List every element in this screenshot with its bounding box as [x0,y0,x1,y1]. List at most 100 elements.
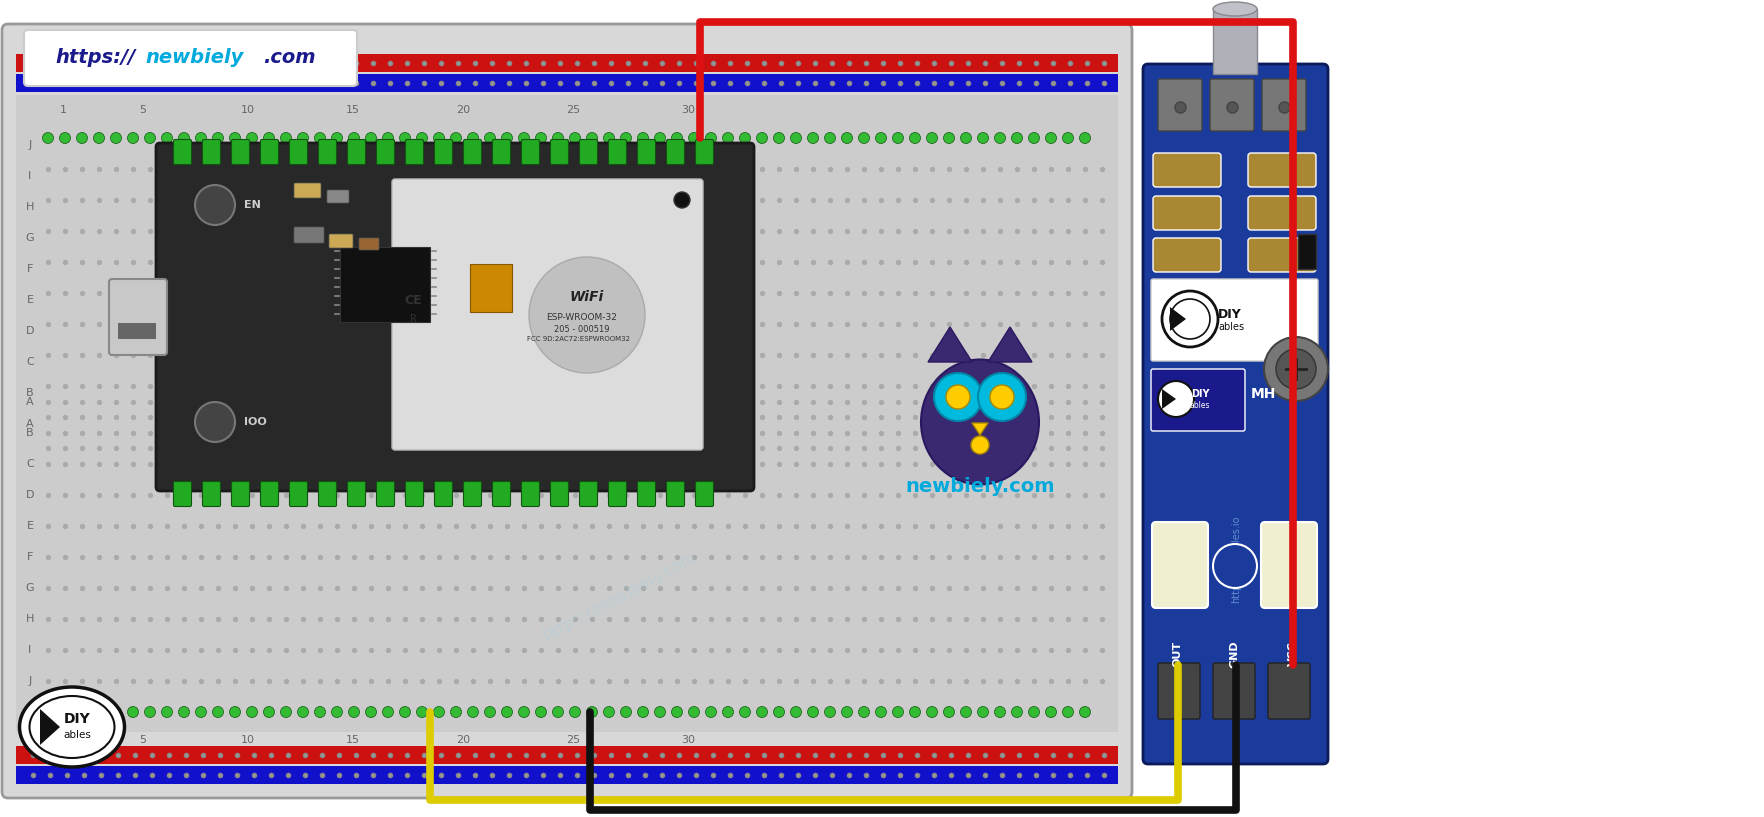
Circle shape [1062,707,1073,717]
Circle shape [721,132,734,144]
Text: MH: MH [1249,387,1275,401]
FancyBboxPatch shape [203,140,220,164]
FancyBboxPatch shape [1150,369,1244,431]
Circle shape [944,707,954,717]
Circle shape [993,707,1005,717]
FancyBboxPatch shape [695,140,713,164]
Circle shape [552,707,563,717]
FancyBboxPatch shape [492,481,510,507]
Circle shape [637,132,647,144]
FancyBboxPatch shape [667,481,684,507]
Circle shape [1080,132,1090,144]
Circle shape [196,132,206,144]
FancyBboxPatch shape [376,140,395,164]
Text: GND: GND [1230,641,1240,667]
FancyBboxPatch shape [261,140,279,164]
Text: DIY: DIY [1217,307,1242,320]
Text: DIY: DIY [64,712,90,726]
Text: C: C [26,459,34,469]
Circle shape [399,132,411,144]
FancyBboxPatch shape [520,481,540,507]
Bar [16,95,1117,732]
Circle shape [145,132,155,144]
Circle shape [977,373,1025,421]
FancyBboxPatch shape [1152,522,1207,608]
Circle shape [841,707,852,717]
Circle shape [1212,544,1256,588]
Text: H: H [26,614,34,624]
FancyBboxPatch shape [579,481,598,507]
Circle shape [1011,707,1021,717]
FancyBboxPatch shape [1212,663,1254,719]
Text: D: D [26,326,34,336]
Circle shape [586,707,598,717]
Circle shape [1157,381,1192,417]
Circle shape [229,707,240,717]
Circle shape [314,132,325,144]
Circle shape [1011,132,1021,144]
FancyBboxPatch shape [318,481,337,507]
Circle shape [93,132,104,144]
Circle shape [739,707,750,717]
Text: newbiely: newbiely [145,47,243,66]
Circle shape [1080,707,1090,717]
Text: FCC 9D:2AC72:ESPWROOM32: FCC 9D:2AC72:ESPWROOM32 [527,336,630,342]
Circle shape [76,132,88,144]
Text: D: D [26,490,34,500]
Circle shape [552,132,563,144]
Text: H: H [26,202,34,212]
Text: https://: https:// [55,47,136,66]
FancyBboxPatch shape [406,140,423,164]
Circle shape [757,707,767,717]
Circle shape [263,707,275,717]
Text: A: A [26,397,34,407]
Polygon shape [1161,389,1175,409]
Circle shape [603,132,614,144]
FancyBboxPatch shape [326,190,349,203]
FancyBboxPatch shape [295,183,321,198]
Text: F: F [26,552,34,562]
Circle shape [654,707,665,717]
Circle shape [383,707,393,717]
Bar [469,264,512,312]
FancyBboxPatch shape [295,227,325,243]
Circle shape [773,707,783,717]
FancyBboxPatch shape [1259,522,1316,608]
Circle shape [908,707,921,717]
Polygon shape [1170,307,1185,331]
Text: EN: EN [243,200,261,210]
Circle shape [42,707,53,717]
Text: 15: 15 [346,735,360,745]
Text: B: B [26,428,34,438]
FancyBboxPatch shape [1267,663,1309,719]
Circle shape [467,707,478,717]
Bar [16,766,1117,784]
Circle shape [808,132,818,144]
Circle shape [841,132,852,144]
Circle shape [908,132,921,144]
Ellipse shape [19,687,125,767]
FancyBboxPatch shape [609,140,626,164]
Circle shape [637,707,647,717]
Text: ESP-WROOM-32: ESP-WROOM-32 [547,314,617,323]
Circle shape [977,707,988,717]
FancyBboxPatch shape [1143,64,1327,764]
FancyBboxPatch shape [550,140,568,164]
Text: 10: 10 [242,735,254,745]
FancyBboxPatch shape [695,481,713,507]
Circle shape [348,707,360,717]
FancyBboxPatch shape [1152,238,1221,272]
Circle shape [416,707,427,717]
Circle shape [76,707,88,717]
Circle shape [194,402,235,442]
Text: 20: 20 [455,735,469,745]
Bar [16,54,1117,72]
Circle shape [875,707,886,717]
Circle shape [688,132,699,144]
Circle shape [519,132,529,144]
Circle shape [603,707,614,717]
Text: I: I [28,645,32,655]
Text: J: J [28,676,32,686]
FancyBboxPatch shape [261,481,279,507]
Circle shape [485,132,496,144]
